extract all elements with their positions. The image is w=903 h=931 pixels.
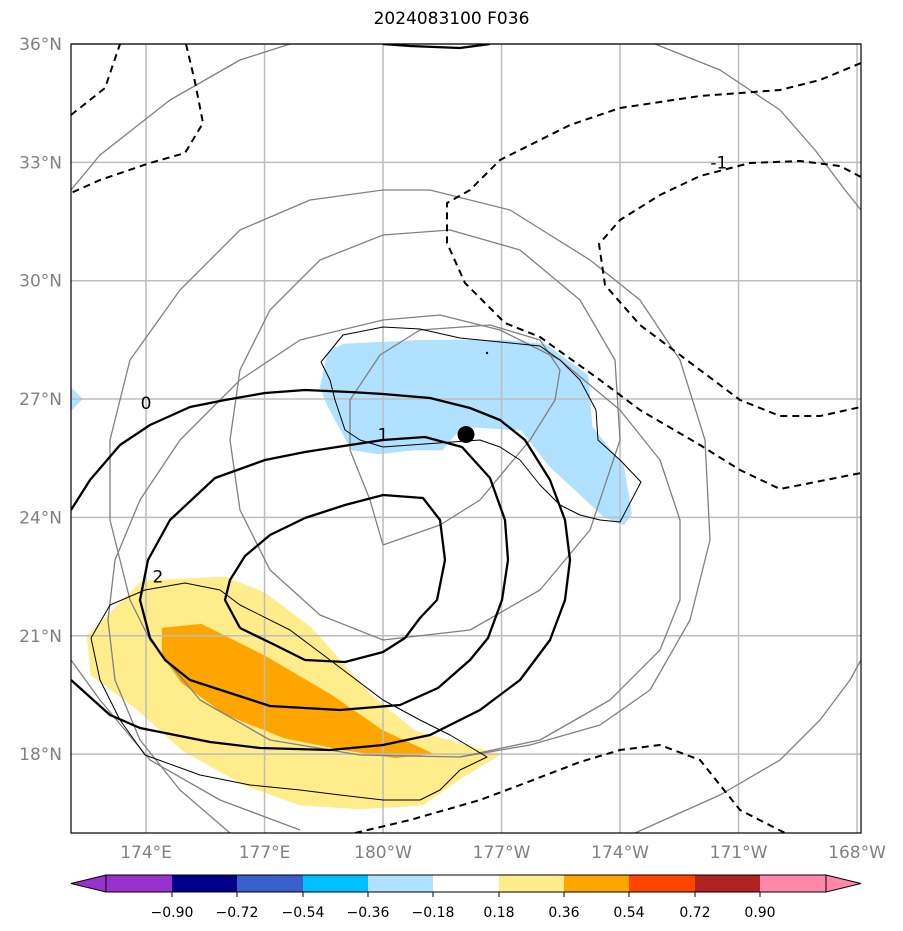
colorbar-tick-label: −0.54 (282, 905, 325, 921)
contour-label: -1 (710, 153, 727, 173)
colorbar-swatch (499, 875, 564, 892)
x-tick-label: 180°W (354, 843, 412, 863)
colorbar-tick-label: 0.18 (483, 905, 514, 921)
colorbar-swatch (106, 875, 172, 892)
y-tick-label: 18°N (19, 745, 62, 765)
colorbar-swatch (303, 875, 368, 892)
colorbar-swatch (433, 875, 499, 892)
gray-contour-6 (107, 314, 681, 833)
gray-contour-2 (229, 229, 621, 641)
colorbar-swatch (368, 875, 433, 892)
storm-center-marker (457, 426, 475, 444)
contour-1 (138, 435, 510, 712)
thin-contour-yellow (90, 582, 488, 801)
colorbar-swatch (760, 875, 826, 892)
contour-label: 2 (152, 568, 163, 588)
shaded-region-2 (161, 623, 435, 758)
x-tick-label: 171°W (710, 843, 768, 863)
gray-contour-4b (654, 44, 861, 211)
y-tick-label: 33°N (19, 153, 62, 173)
x-tick-label: 168°W (828, 843, 886, 863)
y-tick-label: 36°N (19, 35, 62, 55)
colorbar: −0.90 −0.72 −0.54 −0.36 −0.18 0.18 0.36 0.54 0.7… (70, 874, 862, 921)
small-dot (485, 351, 489, 355)
colorbar-extend-low (70, 874, 107, 893)
colorbar-swatch (237, 875, 303, 892)
colorbar-tick-label: 0.36 (548, 905, 579, 921)
plot-frame (70, 43, 862, 834)
y-tick-label: 24°N (19, 508, 62, 528)
x-tick-label: 177°W (473, 843, 531, 863)
contour-label-bg (377, 426, 389, 444)
contour-label-bg (707, 153, 731, 171)
y-tick-label: 27°N (19, 390, 62, 410)
contour-label-bg (140, 394, 152, 412)
contour-label: 0 (141, 394, 152, 414)
contour-top (382, 44, 491, 50)
contour-neg-c (446, 62, 861, 490)
gray-contour-3b (71, 659, 301, 831)
contour-label: 1 (378, 426, 389, 446)
colorbar-tick-label: 0.72 (679, 905, 710, 921)
colorbar-extend-high (825, 874, 862, 893)
colorbar-outline (105, 874, 827, 893)
marks-layer: 0 1 2 -1 (140, 153, 731, 588)
colorbar-tick-label: −0.36 (347, 905, 390, 921)
colorbar-tick-label: −0.72 (216, 905, 259, 921)
gray-contour-5 (634, 659, 861, 833)
colorbar-tick-label: −0.18 (412, 905, 455, 921)
colorbar-swatch (695, 875, 760, 892)
contour-neg-e (354, 744, 786, 833)
contour-layer (71, 44, 861, 833)
contour-0 (71, 388, 572, 752)
contour-neg-d (598, 160, 861, 417)
colorbar-tick-label: 0.54 (613, 905, 644, 921)
chart-title: 2024083100 F036 (373, 9, 530, 29)
contour-neg-a (71, 44, 121, 116)
x-tick-label: 174°W (591, 843, 649, 863)
colorbar-swatch (172, 875, 237, 892)
thin-contour-blue (320, 326, 642, 523)
axis-tick-labels: 174°E 177°E 180°W 177°W 174°W 171°W 168°W 36°N 3… (19, 35, 886, 863)
shaded-layer (71, 339, 632, 810)
colorbar-swatch (564, 875, 629, 892)
x-tick-label: 177°E (239, 843, 291, 863)
colorbar-swatch (629, 875, 695, 892)
gray-contour-1 (349, 324, 561, 546)
colorbar-tick-label: −0.90 (151, 905, 194, 921)
colorbar-tick-label: 0.90 (744, 905, 775, 921)
shaded-region-0 (319, 339, 632, 526)
gray-contour-4 (71, 44, 291, 191)
contour-neg-b (71, 44, 204, 194)
y-tick-label: 21°N (19, 627, 62, 647)
x-tick-label: 174°E (120, 843, 172, 863)
y-tick-label: 30°N (19, 272, 62, 292)
contour-2 (223, 493, 447, 664)
contour-label-bg (152, 568, 164, 586)
